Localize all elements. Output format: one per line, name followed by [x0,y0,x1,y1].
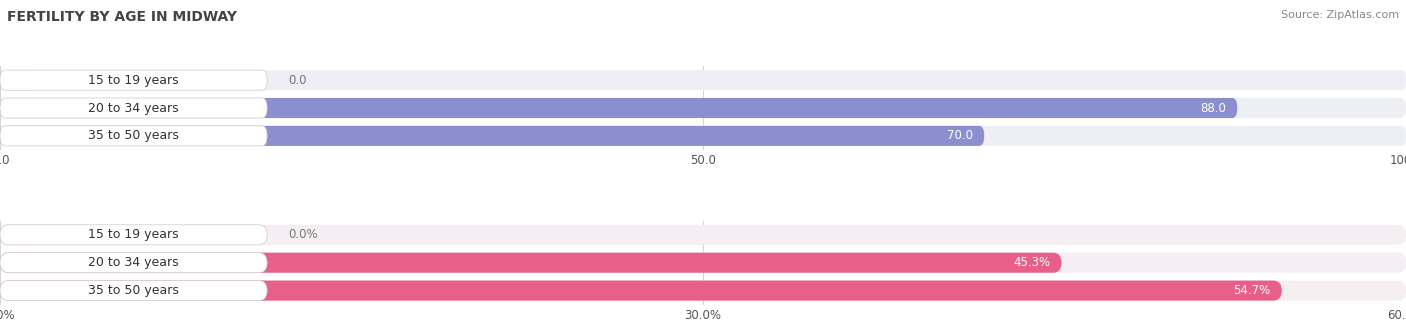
FancyBboxPatch shape [0,126,1406,146]
FancyBboxPatch shape [0,253,1062,273]
FancyBboxPatch shape [0,126,984,146]
Text: 88.0: 88.0 [1201,102,1226,115]
FancyBboxPatch shape [0,281,1406,301]
FancyBboxPatch shape [0,98,267,118]
Text: 20 to 34 years: 20 to 34 years [89,102,179,115]
Text: 70.0: 70.0 [948,129,973,142]
FancyBboxPatch shape [0,281,267,301]
FancyBboxPatch shape [0,225,35,245]
FancyBboxPatch shape [0,225,267,245]
Text: 20 to 34 years: 20 to 34 years [89,256,179,269]
Text: 0.0%: 0.0% [288,228,318,241]
Text: 0.0: 0.0 [288,73,307,87]
FancyBboxPatch shape [0,225,1406,245]
Text: Source: ZipAtlas.com: Source: ZipAtlas.com [1281,10,1399,20]
FancyBboxPatch shape [0,98,1406,118]
FancyBboxPatch shape [0,126,267,146]
Text: 54.7%: 54.7% [1233,284,1271,297]
Text: 45.3%: 45.3% [1014,256,1050,269]
Text: 35 to 50 years: 35 to 50 years [89,284,179,297]
Text: 35 to 50 years: 35 to 50 years [89,129,179,142]
FancyBboxPatch shape [0,70,35,90]
Text: 15 to 19 years: 15 to 19 years [89,73,179,87]
FancyBboxPatch shape [0,281,1282,301]
Text: 15 to 19 years: 15 to 19 years [89,228,179,241]
FancyBboxPatch shape [0,70,267,90]
FancyBboxPatch shape [0,98,1237,118]
Text: FERTILITY BY AGE IN MIDWAY: FERTILITY BY AGE IN MIDWAY [7,10,238,24]
FancyBboxPatch shape [0,70,1406,90]
FancyBboxPatch shape [0,253,1406,273]
FancyBboxPatch shape [0,253,267,273]
